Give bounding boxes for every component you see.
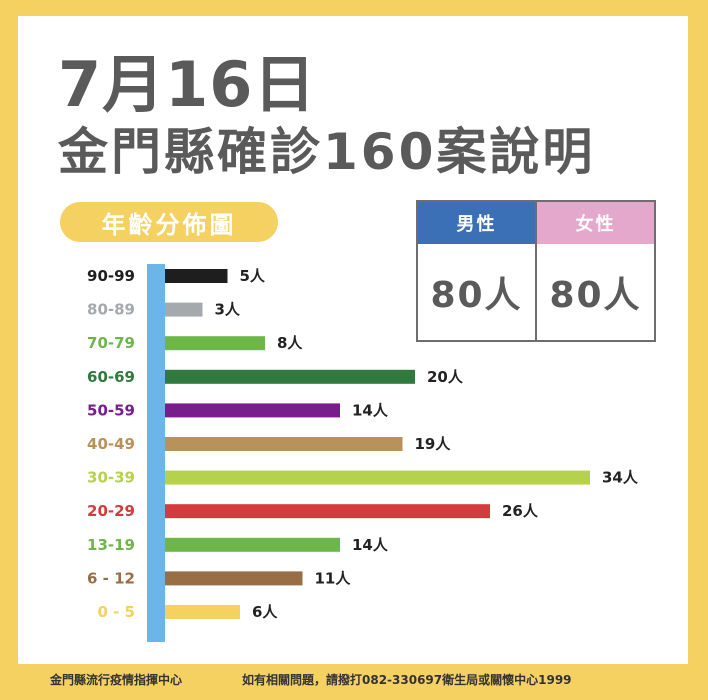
footer-organization: 金門縣流行疫情指揮中心 [50,673,183,687]
bar-value-label: 19人 [415,435,452,453]
bar-90-99 [165,269,228,283]
bar-value-label: 14人 [352,536,389,554]
date-title: 7月16日 [58,48,317,121]
bar-70-79 [165,336,265,351]
male-column: 男性 80人 [418,202,535,340]
gender-table: 男性 80人 女性 80人 [416,200,656,342]
page-title: 金門縣確診160案說明 [58,123,596,181]
bar-value-label: 11人 [315,569,352,587]
bar-20-29 [165,504,490,519]
age-tick-label: 60-69 [87,368,135,386]
category-axis [147,264,165,642]
bar-80-89 [165,302,203,317]
male-count: 80人 [430,275,523,316]
age-tick-label: 40-49 [87,435,135,453]
age-tick-label: 70-79 [87,334,135,352]
age-tick-label: 13-19 [87,536,135,554]
section-label: 年齡分佈圖 [60,202,278,242]
bar-13-19 [165,537,340,552]
female-header: 女性 [537,202,654,244]
bar-40-49 [165,437,403,451]
age-tick-label: 0 - 5 [97,603,135,621]
age-tick-label: 6 - 12 [87,569,135,587]
bar-0-5 [165,605,240,619]
footer-contact: 如有相關問題，請撥打082-330697衛生局或關懷中心1999 [242,673,572,687]
female-count: 80人 [549,275,642,316]
bar-value-label: 3人 [215,301,241,319]
age-tick-label: 20-29 [87,502,135,520]
bar-60-69 [165,369,415,384]
bar-value-label: 26人 [502,502,539,520]
bar-value-label: 8人 [277,334,303,352]
bar-value-label: 20人 [427,368,464,386]
bar-30-39 [165,470,590,485]
age-tick-label: 80-89 [87,301,135,319]
bar-50-59 [165,403,340,418]
bar-value-label: 6人 [252,603,278,621]
bar-value-label: 5人 [240,267,266,285]
bar-6-12 [165,571,303,586]
male-header: 男性 [418,202,535,244]
bar-value-label: 14人 [352,401,389,419]
female-column: 女性 80人 [535,202,654,340]
age-tick-label: 50-59 [87,401,135,419]
age-tick-label: 30-39 [87,469,135,487]
age-tick-label: 90-99 [87,267,135,285]
bar-value-label: 34人 [602,469,639,487]
